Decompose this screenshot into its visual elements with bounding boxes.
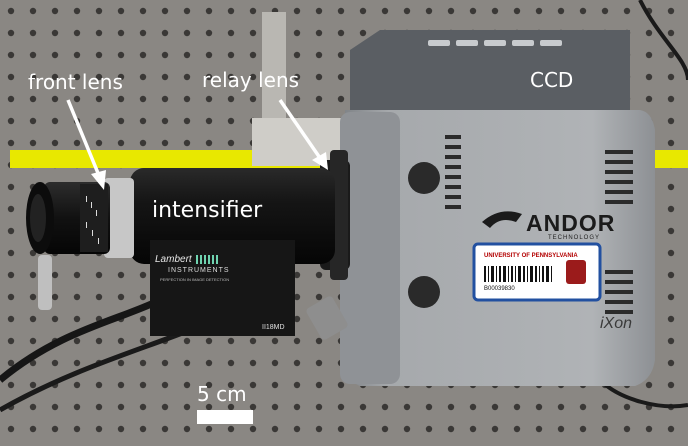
scale-bar xyxy=(197,410,253,424)
label-relay-lens: relay lens xyxy=(202,68,300,92)
ccd-knob xyxy=(408,162,440,194)
cable xyxy=(0,296,162,383)
front-lens-markings xyxy=(86,196,99,244)
cable xyxy=(0,327,191,413)
lambert-brand: Lambert xyxy=(155,254,192,265)
intensifier-model: II18MD xyxy=(262,324,285,331)
front-lens-glass xyxy=(30,194,46,242)
andor-logo-mark xyxy=(482,211,522,228)
label-front-lens: front lens xyxy=(28,70,123,94)
barcode xyxy=(484,266,552,282)
lambert-logo-bars xyxy=(196,255,218,264)
arrowhead-front-lens xyxy=(91,170,106,190)
andor-technology: TECHNOLOGY xyxy=(548,235,601,241)
label-ccd: CCD xyxy=(530,68,574,92)
arrowhead-relay-lens xyxy=(312,152,328,170)
sticker-barcode-number: B00039830 xyxy=(484,286,515,292)
ccd-top-vents xyxy=(428,40,562,46)
ccd-knob xyxy=(408,276,440,308)
scale-bar-label: 5 cm xyxy=(197,382,247,406)
post xyxy=(38,255,52,310)
arrow-front-lens xyxy=(66,99,102,179)
lambert-tagline: PERFECTION IN IMAGE DETECTION xyxy=(160,277,230,282)
label-intensifier: intensifier xyxy=(152,198,263,223)
penn-shield xyxy=(566,260,586,284)
arrow-relay-lens xyxy=(278,99,322,159)
ixon-brand: iXon xyxy=(600,315,633,332)
ccd-side-vents xyxy=(445,135,633,314)
connector xyxy=(306,296,348,340)
cable xyxy=(638,0,688,81)
andor-brand: ANDOR xyxy=(526,210,616,236)
lens-adapter xyxy=(104,178,134,258)
mount-bracket xyxy=(262,12,286,132)
ccd-left-panel xyxy=(340,112,400,384)
ccd-top-cover xyxy=(350,30,630,110)
front-lens-focus-ring xyxy=(80,184,108,252)
lambert-instruments: INSTRUMENTS xyxy=(168,267,230,274)
intensifier-box xyxy=(150,240,295,336)
sticker-university: UNIVERSITY OF PENNSYLVANIA xyxy=(484,253,578,259)
